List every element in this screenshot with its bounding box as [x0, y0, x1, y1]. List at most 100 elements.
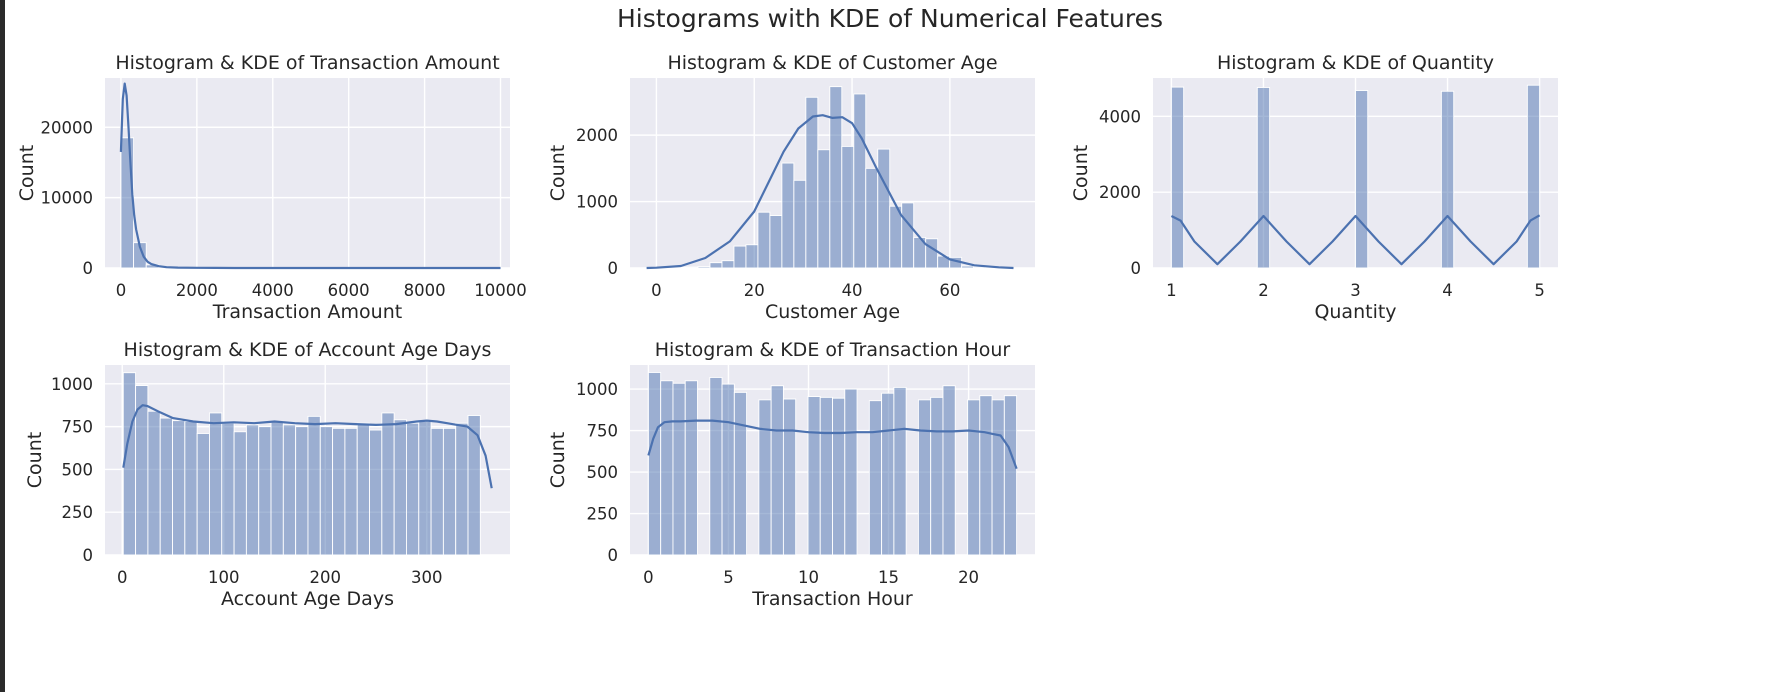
histogram-bar	[233, 431, 247, 556]
histogram-bar	[307, 415, 321, 556]
x-tick-label: 0	[651, 281, 662, 300]
histogram-bar	[1170, 86, 1185, 269]
histogram-bar	[844, 388, 858, 556]
x-tick-label: 4	[1442, 281, 1453, 300]
window-edge	[0, 0, 5, 692]
x-tick-label: 4000	[252, 281, 294, 300]
x-tick-label: 20	[958, 568, 979, 587]
y-tick-label: 0	[83, 259, 94, 278]
histogram-bars	[122, 372, 481, 556]
histogram-bar	[369, 429, 383, 556]
x-axis-label: Quantity	[1314, 301, 1396, 323]
histogram-bar	[721, 383, 735, 556]
plot-area	[105, 78, 510, 268]
histogram-bar	[356, 422, 370, 556]
histogram-bar	[442, 427, 457, 556]
x-tick-label: 3	[1350, 281, 1361, 300]
histogram-bar	[721, 260, 735, 269]
histogram-bar	[418, 421, 432, 556]
histogram-bar	[893, 386, 907, 556]
x-tick-label: 2000	[176, 281, 218, 300]
histogram-bar	[196, 433, 210, 556]
histogram-bar	[147, 410, 161, 556]
histogram-bar	[865, 167, 879, 269]
histogram-bar	[282, 424, 297, 556]
histogram-bar	[942, 385, 956, 556]
histogram-bar	[889, 205, 903, 269]
y-tick-label: 500	[587, 463, 619, 482]
x-tick-label: 60	[939, 281, 960, 300]
histogram-bar	[672, 382, 686, 556]
histogram-bar	[295, 426, 309, 556]
kde-line	[119, 82, 501, 270]
figure-title: Histograms with KDE of Numerical Feature…	[616, 4, 1164, 33]
x-tick-label: 20	[744, 281, 765, 300]
y-tick-label: 500	[62, 460, 94, 479]
y-tick-label: 4000	[1099, 107, 1141, 126]
y-tick-label: 0	[1131, 259, 1142, 278]
chart-account-age-days: 0 100 200 300 0 250 500 750 1000 Histogram & KDE …	[24, 339, 510, 610]
histogram-bar	[258, 426, 272, 556]
chart-transaction-amount: 0 2000 4000 6000 8000 10000 0 10000 20000 Histogr…	[16, 52, 527, 323]
histogram-bar	[757, 211, 771, 269]
x-tick-label: 100	[208, 568, 240, 587]
y-axis-label: Count	[24, 432, 46, 488]
x-axis-label: Customer Age	[765, 301, 900, 323]
x-tick-label: 300	[411, 568, 443, 587]
y-tick-label: 20000	[41, 118, 94, 137]
histogram-bar	[807, 396, 821, 556]
histogram-bar	[697, 266, 711, 269]
y-axis-label: Count	[16, 145, 38, 201]
histogram-bar	[832, 397, 846, 556]
y-tick-label: 10000	[41, 189, 94, 208]
chart-title: Histogram & KDE of Account Age Days	[124, 339, 492, 361]
x-tick-label: 2	[1258, 281, 1269, 300]
x-tick-label: 40	[842, 281, 863, 300]
histogram-bar	[979, 395, 993, 556]
y-tick-label: 1000	[576, 380, 618, 399]
histogram-bar	[685, 266, 699, 269]
histogram-bar	[917, 399, 932, 556]
histogram-bars	[1170, 84, 1541, 269]
chart-transaction-hour: 0 5 10 15 20 0 250 500 750 1000 Histogram & KDE of…	[547, 339, 1035, 610]
x-tick-label: 10000	[474, 281, 527, 300]
histogram-bar	[647, 372, 662, 556]
histogram-bars	[649, 86, 1011, 269]
histogram-bar	[1440, 90, 1455, 269]
y-axis-label: Count	[1070, 145, 1092, 201]
y-tick-label: 250	[62, 503, 94, 522]
x-tick-label: 0	[116, 281, 127, 300]
y-tick-label: 750	[587, 422, 619, 441]
histogram-bar	[901, 202, 915, 269]
histogram-bar	[793, 179, 807, 269]
histogram-bar	[881, 392, 895, 556]
histogram-bar	[1003, 395, 1018, 556]
y-tick-label: 250	[587, 505, 619, 524]
y-tick-label: 750	[62, 418, 94, 437]
histogram-bar	[381, 412, 395, 556]
histogram-bar	[245, 424, 260, 556]
histogram-bar	[120, 137, 135, 269]
chart-customer-age: 0 20 40 60 0 1000 2000 Histogram & KDE of Custo…	[547, 52, 1035, 323]
histogram-bar	[853, 93, 867, 269]
histogram-bar	[122, 372, 137, 556]
histogram-bar	[709, 262, 723, 269]
y-axis-label: Count	[547, 145, 569, 201]
histogram-bar	[781, 162, 795, 269]
histogram-bar	[733, 391, 748, 556]
histogram-bar	[817, 149, 831, 269]
x-tick-label: 5	[1534, 281, 1545, 300]
histogram-bar	[991, 399, 1005, 556]
histogram-bar	[455, 422, 469, 556]
x-tick-label: 1	[1166, 281, 1177, 300]
x-tick-label: 0	[643, 568, 654, 587]
histogram-bar	[221, 422, 235, 556]
histogram-bar	[684, 380, 698, 556]
histogram-bar	[209, 412, 223, 556]
x-tick-label: 0	[117, 568, 128, 587]
histogram-bar	[841, 145, 855, 269]
kde-line	[1170, 214, 1541, 266]
x-tick-label: 15	[878, 568, 899, 587]
kde-line	[647, 419, 1018, 470]
chart-quantity: 1 2 3 4 5 0 2000 4000 Histogram & KDE of Quantit…	[1070, 52, 1558, 323]
